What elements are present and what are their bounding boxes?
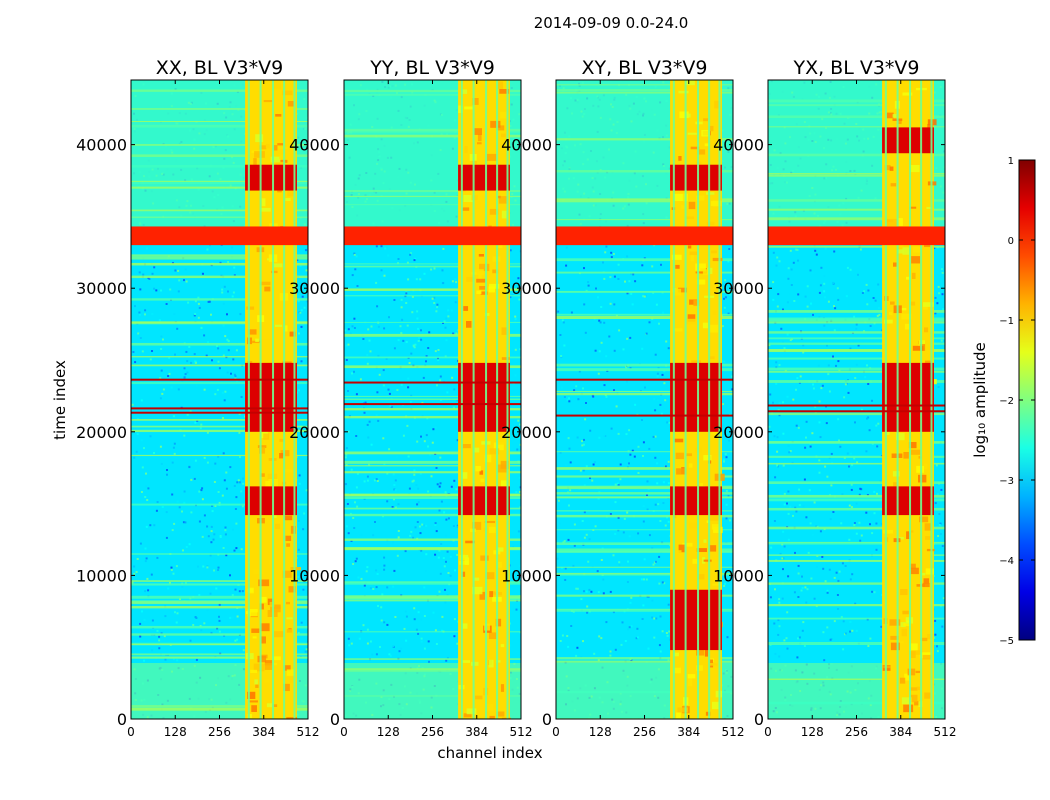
strong-rfi-region	[245, 164, 297, 191]
strong-rfi-region	[245, 486, 297, 516]
heatmap-panels: XX, BL V3*V9 0 128 256 384 512 0 10000 20000 3000…	[76, 57, 956, 739]
x-tick-label: 384	[252, 725, 275, 739]
hot-row	[131, 378, 308, 381]
colorbar-tick-label: −4	[999, 556, 1014, 567]
colorbar-tick-label: −3	[999, 476, 1014, 487]
colorbar-label: log₁₀ amplitude	[971, 342, 989, 457]
y-tick-label: 10000	[76, 566, 127, 585]
hot-row	[344, 381, 521, 384]
panel-title: XX, BL V3*V9	[156, 57, 283, 79]
y-tick-label: 10000	[501, 566, 552, 585]
x-tick-label: 384	[889, 725, 912, 739]
panel-title: YX, BL V3*V9	[792, 57, 919, 79]
x-tick-label: 128	[377, 725, 400, 739]
y-tick-label: 0	[330, 710, 340, 729]
y-tick-label: 30000	[289, 279, 340, 298]
x-tick-label: 128	[164, 725, 187, 739]
hot-row	[768, 410, 945, 413]
y-tick-label: 20000	[289, 423, 340, 442]
panel-2: YY, BL V3*V9 0 128 256 384 512 0 10000 20000 3000…	[289, 57, 532, 739]
hot-row	[131, 411, 308, 414]
panel-1: XX, BL V3*V9 0 128 256 384 512 0 10000 20000 3000…	[76, 57, 319, 739]
strong-rfi-region	[245, 362, 297, 432]
strong-rfi-region	[670, 589, 722, 651]
x-tick-label: 128	[801, 725, 824, 739]
heatmap-image	[768, 80, 945, 719]
strong-rfi-region	[458, 486, 510, 516]
colorbar-tick-label: −1	[999, 316, 1014, 327]
strong-rfi-region	[882, 127, 934, 154]
hot-row	[131, 407, 308, 410]
y-tick-label: 0	[117, 710, 127, 729]
y-tick-label: 20000	[76, 423, 127, 442]
strong-rfi-region	[882, 362, 934, 432]
saturated-band	[768, 226, 945, 246]
hot-row	[556, 378, 733, 381]
strong-rfi-region	[670, 486, 722, 516]
y-tick-label: 10000	[713, 566, 764, 585]
y-tick-label: 0	[542, 710, 552, 729]
x-tick-label: 256	[845, 725, 868, 739]
colorbar: 1 0 −1 −2 −3 −4 −5 log₁₀ amplitude	[971, 156, 1036, 647]
x-tick-label: 512	[510, 725, 533, 739]
time-stripes	[768, 80, 945, 719]
hot-row	[344, 403, 521, 406]
y-tick-label: 0	[754, 710, 764, 729]
saturated-band	[556, 226, 733, 246]
y-axis-label: time index	[51, 360, 69, 440]
y-tick-label: 40000	[713, 136, 764, 155]
strong-rfi-region	[670, 362, 722, 432]
strong-rfi-region	[458, 164, 510, 191]
x-tick-label: 384	[677, 725, 700, 739]
x-tick-label: 512	[934, 725, 957, 739]
hot-row	[556, 414, 733, 417]
saturated-band	[344, 226, 521, 246]
strong-rfi-region	[882, 486, 934, 516]
y-tick-label: 10000	[289, 566, 340, 585]
panel-4: YX, BL V3*V9 0 128 256 384 512 0 10000 20000 3000…	[713, 57, 956, 739]
y-tick-label: 30000	[76, 279, 127, 298]
x-tick-label: 0	[552, 725, 560, 739]
x-tick-label: 512	[297, 725, 320, 739]
strong-rfi-region	[670, 164, 722, 191]
panel-3: XY, BL V3*V9 0 128 256 384 512 0 10000 20000 3000…	[501, 57, 744, 739]
x-axis-label: channel index	[437, 744, 542, 762]
x-tick-label: 128	[589, 725, 612, 739]
y-tick-label: 30000	[501, 279, 552, 298]
colorbar-tick-label: 1	[1008, 156, 1014, 167]
heatmap-image	[131, 80, 308, 719]
x-tick-label: 512	[722, 725, 745, 739]
x-tick-label: 0	[127, 725, 135, 739]
y-tick-label: 40000	[76, 136, 127, 155]
colorbar-tick-label: 0	[1008, 236, 1014, 247]
quiet-channel-lines	[884, 80, 933, 719]
x-tick-label: 256	[421, 725, 444, 739]
panel-title: XY, BL V3*V9	[581, 57, 707, 79]
x-tick-label: 256	[633, 725, 656, 739]
y-tick-label: 20000	[713, 423, 764, 442]
figure-title: 2014-09-09 0.0-24.0	[534, 14, 689, 32]
panel-title: YY, BL V3*V9	[369, 57, 495, 79]
quiet-channel-lines	[460, 80, 509, 719]
heatmap-image	[556, 80, 733, 719]
colorbar-tick-label: −5	[999, 636, 1014, 647]
heatmap-image	[344, 80, 521, 719]
x-tick-label: 0	[340, 725, 348, 739]
hot-row	[768, 404, 945, 407]
y-tick-label: 40000	[289, 136, 340, 155]
colorbar-tick-label: −2	[999, 396, 1014, 407]
x-tick-label: 0	[764, 725, 772, 739]
x-tick-label: 256	[208, 725, 231, 739]
y-tick-label: 30000	[713, 279, 764, 298]
y-tick-label: 40000	[501, 136, 552, 155]
saturated-band	[131, 226, 308, 246]
y-tick-label: 20000	[501, 423, 552, 442]
quiet-channel-lines	[672, 80, 721, 719]
quiet-channel-lines	[247, 80, 296, 719]
strong-rfi-region	[458, 362, 510, 432]
x-tick-label: 384	[465, 725, 488, 739]
